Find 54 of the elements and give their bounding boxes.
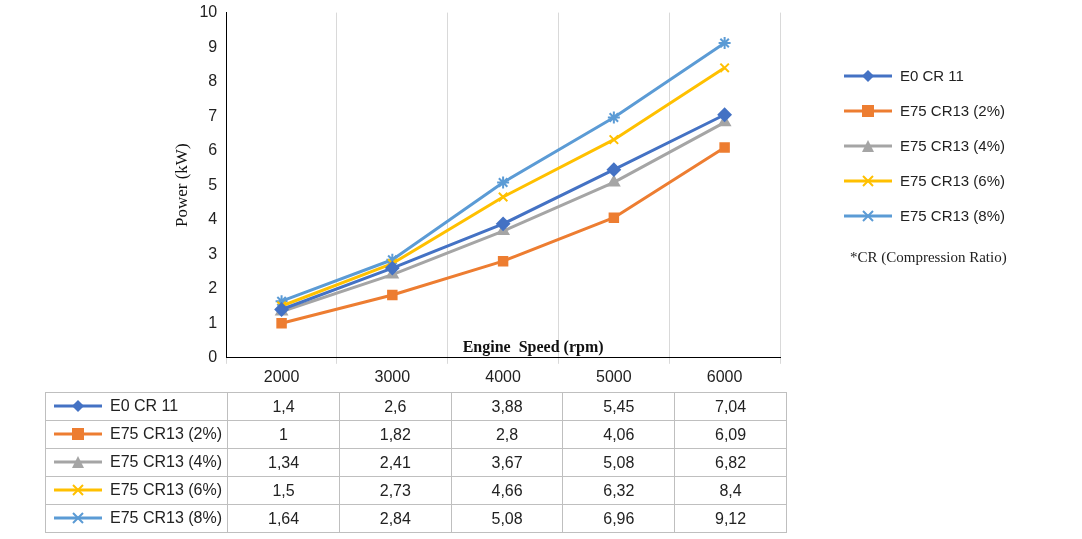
y-axis-title: Power (kW): [171, 143, 191, 227]
y-tick-label: 10: [199, 3, 218, 21]
y-tick-label: 9: [208, 37, 218, 55]
data-label: 3,67: [451, 448, 563, 477]
data-label: 2,73: [339, 476, 452, 505]
x-tick-label: 5000: [596, 367, 632, 385]
x-tick-label: 2000: [263, 367, 300, 385]
y-tick-label: 3: [208, 244, 218, 262]
y-tick-label: 8: [208, 72, 218, 90]
data-label: 6,96: [562, 504, 675, 533]
text: *CR (Compression Ratio): [850, 248, 1008, 267]
data-label: 6,32: [562, 476, 675, 505]
data-label: 8,4: [674, 476, 787, 505]
data-label: 2,8: [451, 420, 563, 449]
data-label: 1,82: [339, 420, 452, 449]
text: E75 CR13 (8%): [110, 508, 223, 526]
data-label: 1,34: [227, 448, 340, 477]
x-tick-label: 4000: [485, 367, 521, 385]
legend-label: E0 CR 11: [110, 396, 179, 415]
y-tick-label: 0: [208, 348, 218, 366]
data-label: 2,41: [339, 448, 452, 477]
data-label: 5,08: [451, 504, 563, 533]
data-label: 5,08: [562, 448, 675, 477]
y-tick-label: 5: [208, 175, 218, 193]
text: E0 CR 11: [900, 67, 964, 84]
legend-label: E75 CR13 (8%): [900, 207, 1006, 224]
legend-label: E75 CR13 (4%): [110, 452, 223, 471]
data-label: 1,5: [227, 476, 340, 505]
y-tick-label: 6: [208, 141, 218, 159]
text: E75 CR13 (6%): [110, 480, 223, 498]
data-label: 7,04: [674, 392, 787, 421]
text: E75 CR13 (2%): [900, 102, 1006, 119]
data-label: 4,06: [562, 420, 675, 449]
data-label: 6,82: [674, 448, 787, 477]
y-tick-label: 7: [208, 106, 218, 124]
data-label: 9,12: [674, 504, 787, 533]
data-label: 1,64: [227, 504, 340, 533]
data-label: 3,88: [451, 392, 563, 421]
data-label: 2,84: [339, 504, 452, 533]
legend-label: E75 CR13 (6%): [900, 172, 1006, 189]
x-tick-label: 6000: [706, 367, 743, 385]
data-label: 6,09: [674, 420, 787, 449]
text: E75 CR13 (4%): [900, 137, 1006, 154]
y-tick-label: 1: [208, 313, 218, 331]
data-label: 1: [227, 420, 340, 449]
x-tick-label: 3000: [374, 367, 411, 385]
data-label: 4,66: [451, 476, 563, 505]
y-tick-label: 2: [208, 279, 218, 297]
legend-label: E75 CR13 (2%): [110, 424, 223, 443]
data-label: 2,6: [339, 392, 452, 421]
data-label: 1,4: [227, 392, 340, 421]
y-tick-label: 4: [208, 210, 218, 228]
x-axis-title: Engine Speed (rpm): [462, 337, 604, 356]
data-label: 5,45: [562, 392, 675, 421]
